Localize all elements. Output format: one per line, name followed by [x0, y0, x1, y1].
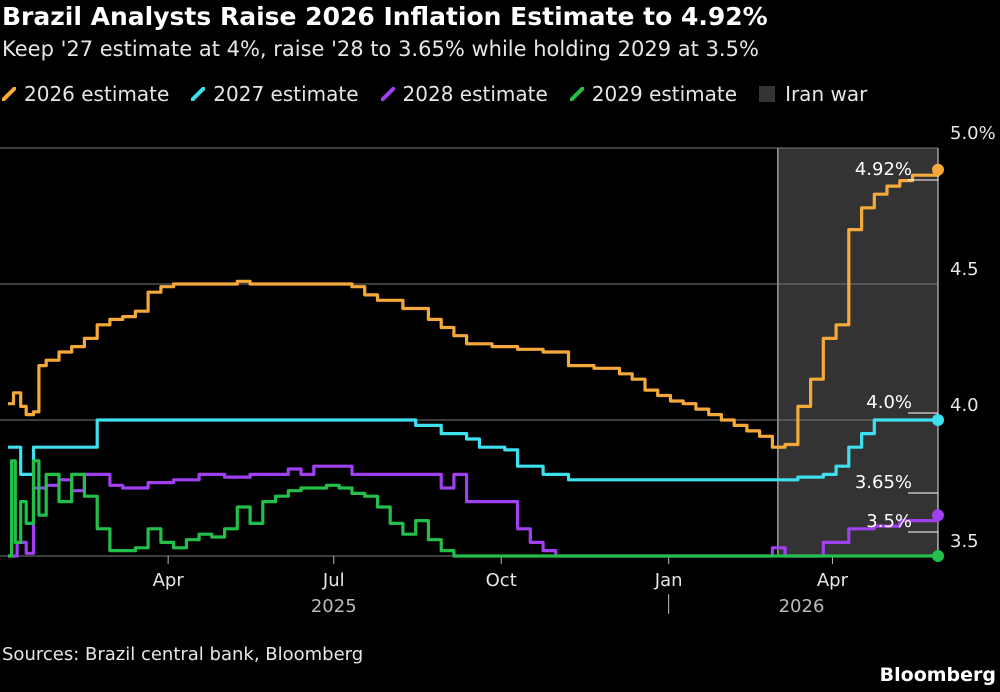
legend-label: 2026 estimate [24, 82, 170, 106]
legend-label: Iran war [785, 82, 868, 106]
x-tick-label: Apr [817, 570, 849, 591]
legend-shade-icon [759, 86, 776, 102]
legend-line-icon [380, 87, 395, 101]
series-line-2027-estimate [8, 418, 938, 482]
x-year-label: 2026 [779, 596, 825, 617]
legend-item-iran-war[interactable]: Iran war [759, 82, 867, 106]
end-dot [932, 163, 944, 176]
end-dot [932, 509, 944, 522]
legend-line-icon [2, 87, 16, 101]
end-value-label: 4.0% [866, 392, 912, 413]
y-tick-label: 4.5 [950, 259, 979, 280]
series-line-2029-estimate [8, 459, 938, 558]
bloomberg-logo: Bloomberg [879, 664, 996, 686]
source-note: Sources: Brazil central bank, Bloomberg [2, 644, 364, 665]
end-dot [932, 414, 944, 426]
chart-title: Brazil Analysts Raise 2026 Inflation Est… [2, 2, 768, 31]
y-tick-label: 3.5 [950, 531, 979, 552]
x-tick-label: Jan [654, 570, 683, 591]
legend-item-2029[interactable]: 2029 estimate [569, 82, 738, 106]
end-value-label: 3.5% [866, 511, 912, 532]
legend-label: 2027 estimate [213, 82, 359, 106]
x-tick-label: Apr [153, 570, 185, 591]
legend-label: 2028 estimate [402, 82, 548, 106]
y-tick-label: 5.0% [950, 123, 996, 144]
series-line-2026-estimate [8, 169, 940, 449]
x-tick-label: Jul [322, 570, 345, 591]
end-dot [932, 550, 944, 562]
x-tick-label: Oct [486, 570, 517, 591]
legend-item-2026[interactable]: 2026 estimate [2, 82, 169, 106]
legend-item-2027[interactable]: 2027 estimate [191, 82, 359, 106]
end-value-label: 4.92% [855, 159, 912, 180]
x-year-label: 2025 [311, 596, 357, 617]
legend: 2026 estimate 2027 estimate 2028 estimat… [2, 80, 889, 108]
end-value-label: 3.65% [855, 472, 912, 493]
line-chart: 5.0% 4.5 4.0 3.5 Apr Jul Oct Jan Apr 2025 2026 4.92… [0, 123, 996, 617]
legend-line-icon [191, 87, 206, 101]
legend-item-2028[interactable]: 2028 estimate [380, 82, 548, 106]
legend-label: 2029 estimate [591, 82, 738, 106]
shaded-region-iran-war [777, 148, 938, 556]
chart-subtitle: Keep '27 estimate at 4%, raise '28 to 3.… [2, 37, 759, 61]
y-tick-label: 4.0 [950, 395, 979, 416]
legend-line-icon [569, 87, 584, 101]
